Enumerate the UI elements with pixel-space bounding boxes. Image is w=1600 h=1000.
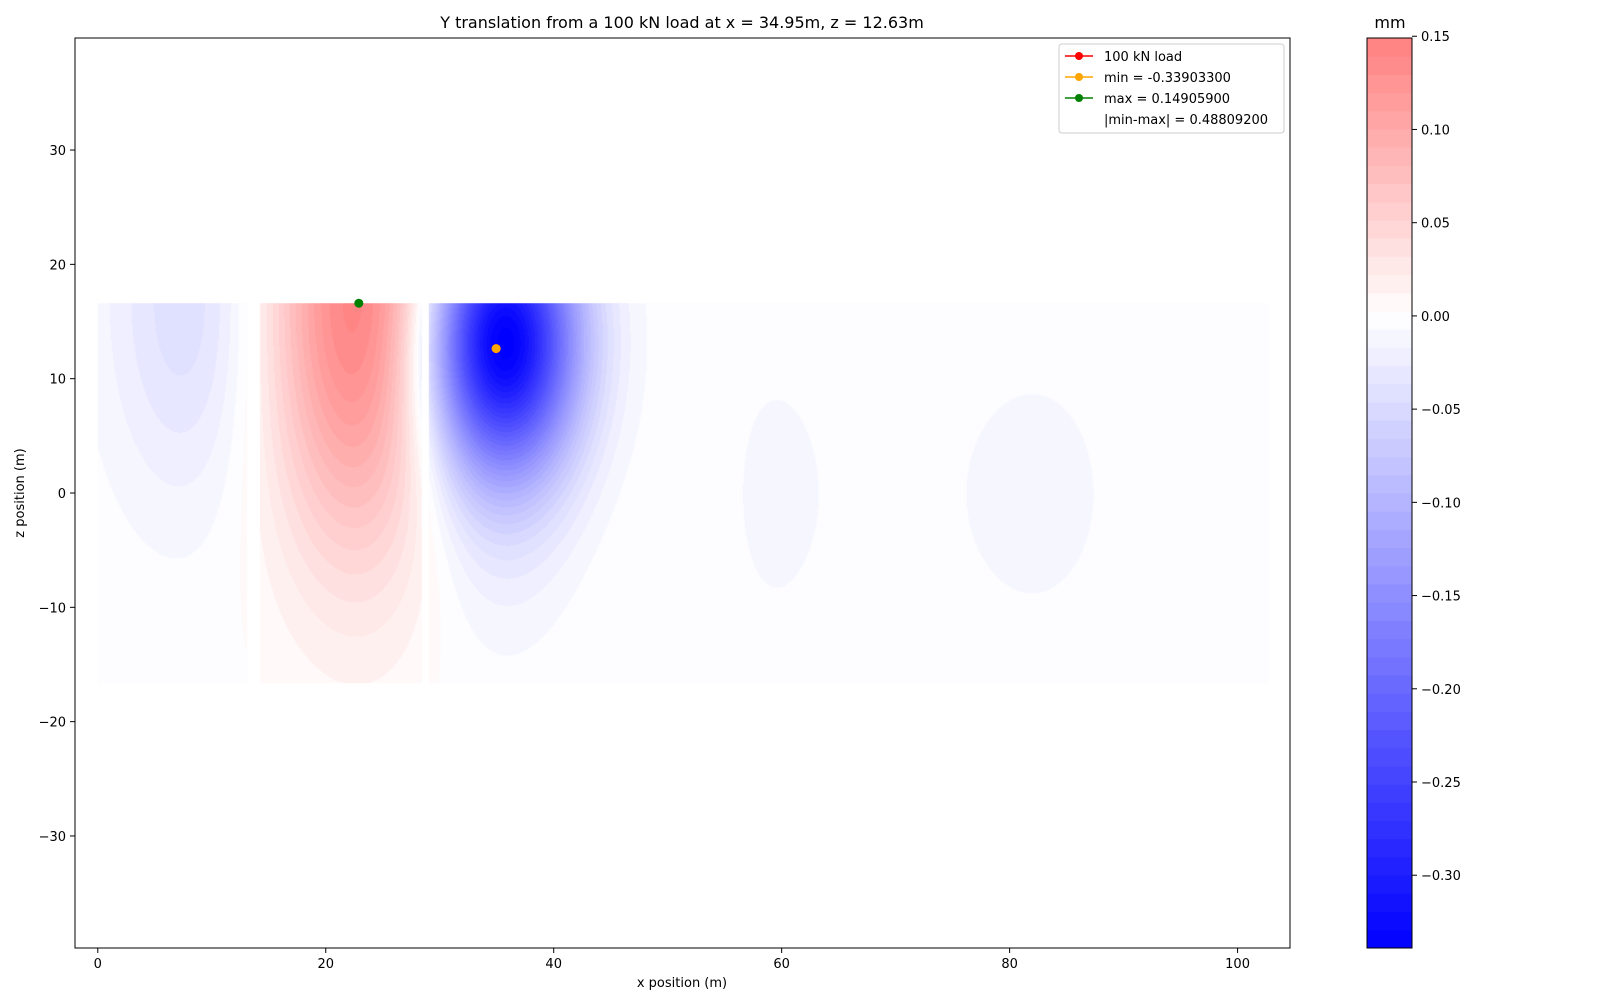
colorbar-band	[1367, 383, 1412, 403]
displacement-field	[97, 303, 1269, 684]
y-tick-label: 20	[49, 258, 66, 273]
colorbar-tick-label: −0.25	[1421, 776, 1461, 791]
colorbar-tick-label: 0.10	[1421, 123, 1450, 138]
colorbar-band	[1367, 238, 1412, 257]
y-tick-label: −10	[39, 601, 66, 616]
legend-entry: 100 kN load	[1104, 50, 1182, 65]
legend-entry: min = -0.33903300	[1104, 71, 1231, 86]
x-tick-label: 80	[1001, 957, 1018, 972]
legend-entry: max = 0.14905900	[1104, 92, 1230, 107]
colorbar-band	[1367, 147, 1412, 166]
colorbar-band	[1367, 438, 1412, 458]
colorbar-band	[1367, 620, 1412, 640]
colorbar-band	[1367, 256, 1412, 276]
colorbar-band	[1367, 602, 1412, 621]
colorbar-band	[1367, 729, 1412, 749]
y-axis-label: z position (m)	[13, 448, 28, 537]
colorbar-band	[1367, 220, 1412, 239]
colorbar-frame	[1366, 37, 1413, 949]
colorbar-band	[1367, 857, 1412, 876]
colorbar-band	[1367, 802, 1412, 822]
colorbar-band	[1367, 529, 1412, 549]
colorbar-tick-label: −0.20	[1421, 683, 1461, 698]
colorbar-band	[1367, 402, 1412, 421]
legend-marker	[1075, 52, 1083, 60]
colorbar-tick-label: 0.05	[1421, 217, 1450, 232]
colorbar-band	[1367, 638, 1412, 658]
chart-title: Y translation from a 100 kN load at x = …	[439, 13, 924, 32]
colorbar: mm 0.15 0.10 0.05 0.00 −0.05 −0.10 −0.15 −0.20 −…	[1366, 13, 1461, 949]
colorbar-band	[1367, 74, 1412, 94]
colorbar-band	[1367, 911, 1412, 931]
colorbar-band	[1367, 183, 1412, 203]
y-tick-label: 30	[49, 144, 66, 159]
colorbar-band	[1367, 56, 1412, 75]
colorbar-title: mm	[1374, 13, 1405, 32]
legend-marker	[1075, 94, 1083, 102]
colorbar-band	[1367, 474, 1412, 494]
colorbar-band	[1367, 675, 1412, 694]
legend-box	[1058, 43, 1285, 134]
y-tick-label: −30	[39, 830, 66, 845]
colorbar-band	[1367, 820, 1412, 840]
x-axis-label: x position (m)	[637, 976, 727, 991]
colorbar-band	[1367, 311, 1412, 330]
colorbar-band	[1367, 766, 1412, 785]
colorbar-band	[1367, 420, 1412, 439]
colorbar-band	[1367, 547, 1412, 567]
colorbar-tick-label: −0.30	[1421, 869, 1461, 884]
colorbar-band	[1367, 165, 1412, 185]
colorbar-band	[1367, 711, 1412, 731]
colorbar-band	[1367, 456, 1412, 476]
colorbar-band	[1367, 129, 1412, 148]
legend: 100 kN load min = -0.33903300 max = 0.1490…	[1058, 43, 1285, 134]
plot-area: 0 20 40 60 80 100 −30 −20 −10 0 10 20 30	[39, 37, 1291, 972]
colorbar-band	[1367, 656, 1412, 676]
x-tick-label: 40	[545, 957, 562, 972]
colorbar-band	[1367, 201, 1412, 221]
y-tick-label: −20	[39, 716, 66, 731]
max-point-marker	[354, 298, 364, 308]
colorbar-band	[1367, 329, 1412, 348]
colorbar-band	[1367, 747, 1412, 767]
legend-marker	[1075, 73, 1083, 81]
colorbar-band	[1367, 584, 1412, 603]
colorbar-tick-label: 0.00	[1421, 310, 1450, 325]
colorbar-band	[1367, 784, 1412, 803]
colorbar-band	[1367, 693, 1412, 712]
colorbar-band	[1367, 838, 1412, 858]
colorbar-band	[1367, 347, 1412, 367]
colorbar-band	[1367, 893, 1412, 913]
legend-entry: |min-max| = 0.48809200	[1104, 113, 1268, 128]
colorbar-band	[1367, 92, 1412, 112]
y-tick-label: 0	[58, 487, 66, 502]
x-tick-label: 0	[94, 957, 102, 972]
colorbar-band	[1367, 493, 1412, 512]
colorbar-band	[1367, 365, 1412, 385]
x-tick-label: 60	[773, 957, 790, 972]
colorbar-tick-label: 0.15	[1421, 30, 1450, 45]
colorbar-band	[1367, 565, 1412, 585]
colorbar-band	[1367, 110, 1412, 130]
min-point-marker	[491, 344, 501, 354]
colorbar-band	[1367, 875, 1412, 894]
colorbar-tick-label: −0.15	[1421, 590, 1461, 605]
colorbar-tick-label: −0.05	[1421, 403, 1461, 418]
colorbar-band	[1367, 274, 1412, 294]
colorbar-band	[1367, 929, 1412, 949]
colorbar-tick-label: −0.10	[1421, 496, 1461, 511]
y-tick-label: 10	[49, 373, 66, 388]
x-tick-label: 20	[317, 957, 334, 972]
colorbar-band	[1367, 292, 1412, 312]
colorbar-band	[1367, 38, 1412, 57]
colorbar-band	[1367, 511, 1412, 530]
x-tick-label: 100	[1225, 957, 1250, 972]
